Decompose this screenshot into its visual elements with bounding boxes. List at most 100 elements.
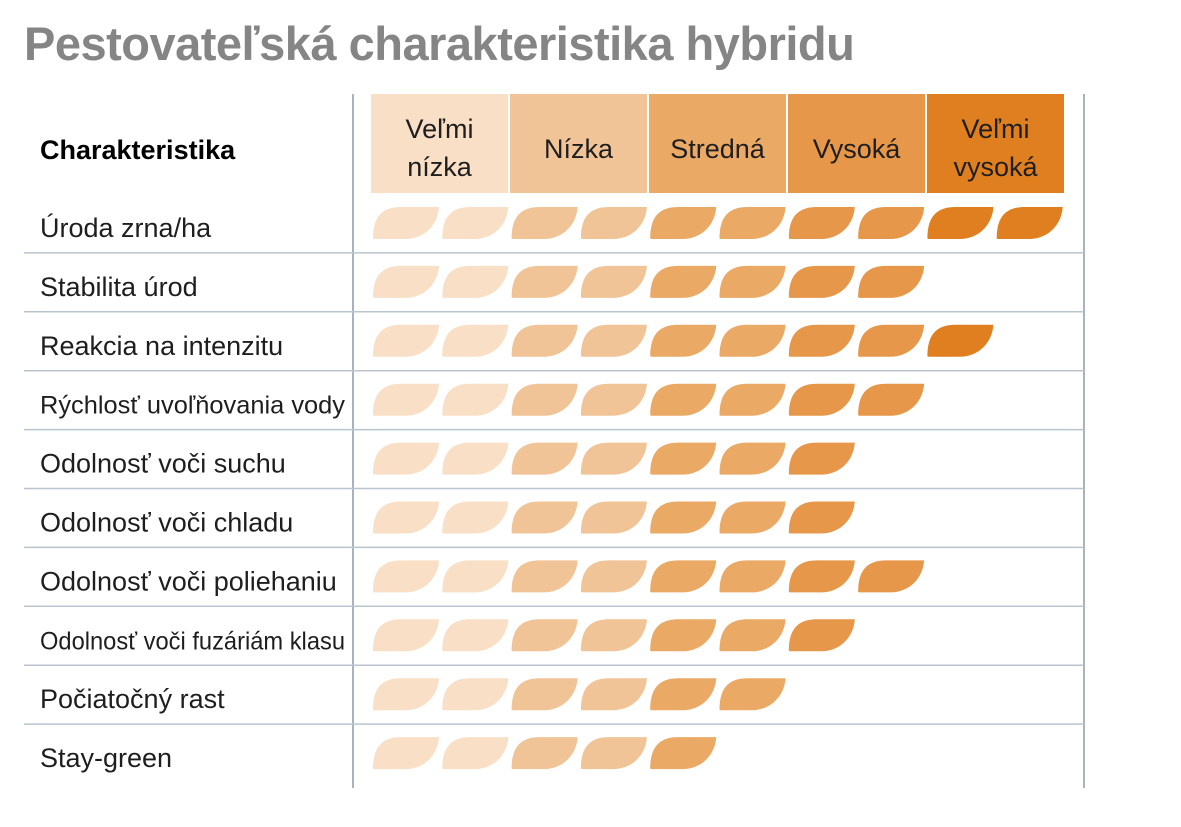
rating-leaf — [719, 324, 786, 357]
rating-leaf — [373, 383, 439, 416]
rating-leaf — [442, 442, 509, 475]
rating-leaf — [719, 678, 786, 711]
scale-level-label: Veľmi — [962, 114, 1030, 144]
rating-leaf — [927, 324, 994, 357]
rating-leaf — [580, 383, 647, 416]
rating-leaf — [373, 737, 439, 770]
row-label: Úroda zrna/ha — [40, 212, 212, 243]
rating-leaf — [442, 324, 509, 357]
rating-leaf — [858, 207, 925, 239]
rating-leaf — [511, 560, 578, 593]
rating-leaf — [511, 501, 578, 534]
rating-leaf — [580, 265, 647, 298]
rating-leaf — [511, 678, 578, 711]
rating-leaf — [511, 619, 578, 652]
rating-leaf — [442, 383, 509, 416]
scale-level-label: Veľmi — [406, 114, 474, 144]
row-labels: Úroda zrna/ha Stabilita úrod Reakcia na in… — [40, 212, 345, 773]
scale-level-box — [371, 94, 508, 193]
rating-leaf — [788, 383, 855, 416]
rating-leaf — [373, 678, 439, 711]
rating-leaf — [650, 560, 717, 593]
rating-leaf — [788, 265, 855, 298]
row-label: Rýchlosť uvoľňovania vody — [40, 392, 345, 420]
rating-leaf — [442, 619, 509, 652]
rating-leaf — [442, 678, 509, 711]
rating-leaf — [858, 383, 925, 416]
rating-leaf — [373, 619, 439, 652]
rating-leaf — [858, 560, 925, 593]
rating-leaf — [373, 501, 439, 534]
rating-leaf — [650, 324, 717, 357]
rating-leaf — [996, 207, 1063, 239]
row-label: Odolnosť voči suchu — [40, 449, 286, 479]
rating-leaf — [788, 501, 855, 534]
rating-leaf — [719, 207, 786, 239]
rating-leaf — [442, 737, 509, 770]
row-label: Odolnosť voči fuzáriám klasu — [40, 627, 345, 655]
rating-leaf — [580, 207, 647, 239]
rating-leaf — [511, 207, 578, 239]
rating-leaf — [927, 207, 994, 239]
rating-leaf — [580, 442, 647, 475]
rating-leaf — [511, 265, 578, 298]
rating-leaf — [719, 501, 786, 534]
rating-leaf — [650, 442, 717, 475]
row-label: Reakcia na intenzitu — [40, 331, 283, 361]
rating-leaf — [788, 207, 855, 239]
rating-leaf — [511, 442, 578, 475]
rating-leaf — [373, 324, 439, 357]
scale-level-box — [510, 94, 647, 193]
rating-leaf — [373, 207, 439, 239]
rating-leaf — [650, 207, 717, 239]
rating-leaf — [788, 560, 855, 593]
rating-leaf — [858, 324, 925, 357]
scale-level-label: Stredná — [670, 134, 766, 164]
rating-leaf — [719, 265, 786, 298]
rating-leaf — [719, 383, 786, 416]
rating-leaf — [373, 265, 439, 298]
rating-leaf — [511, 383, 578, 416]
scale-level-label: Vysoká — [813, 134, 902, 164]
rating-leaf — [650, 678, 717, 711]
rating-leaf — [788, 324, 855, 357]
scale-level-label: nízka — [407, 152, 473, 182]
scale-header: Veľmi nízka Nízka Stredná Vysoká Veľmi vysoká — [371, 94, 1064, 193]
scale-level-box — [927, 94, 1064, 193]
grid-lines — [24, 94, 1085, 788]
rating-leaves — [373, 207, 1063, 770]
rating-leaf — [442, 207, 509, 239]
row-label: Počiatočný rast — [40, 684, 225, 714]
rating-leaf — [719, 619, 786, 652]
chart-title: Pestovateľská charakteristika hybridu — [24, 17, 855, 70]
row-label: Stay-green — [40, 743, 172, 773]
rating-leaf — [580, 619, 647, 652]
rating-leaf — [719, 560, 786, 593]
rating-leaf — [650, 265, 717, 298]
row-label: Odolnosť voči poliehaniu — [40, 566, 337, 596]
rating-leaf — [788, 442, 855, 475]
rating-leaf — [373, 442, 439, 475]
scale-level-label: vysoká — [953, 152, 1038, 182]
rating-leaf — [442, 501, 509, 534]
rating-leaf — [719, 442, 786, 475]
rating-leaf — [373, 560, 439, 593]
rating-leaf — [650, 737, 717, 770]
rating-leaf — [788, 619, 855, 652]
characteristic-column-header: Charakteristika — [40, 135, 236, 165]
rating-leaf — [580, 560, 647, 593]
rating-leaf — [442, 560, 509, 593]
rating-leaf — [650, 501, 717, 534]
rating-leaf — [511, 324, 578, 357]
rating-leaf — [650, 383, 717, 416]
rating-leaf — [442, 265, 509, 298]
rating-leaf — [580, 678, 647, 711]
rating-leaf — [580, 324, 647, 357]
rating-leaf — [858, 265, 925, 298]
row-label: Stabilita úrod — [40, 272, 198, 302]
scale-level-label: Nízka — [544, 134, 614, 164]
rating-leaf — [580, 501, 647, 534]
rating-leaf — [580, 737, 647, 770]
scale-level-box — [788, 94, 925, 193]
